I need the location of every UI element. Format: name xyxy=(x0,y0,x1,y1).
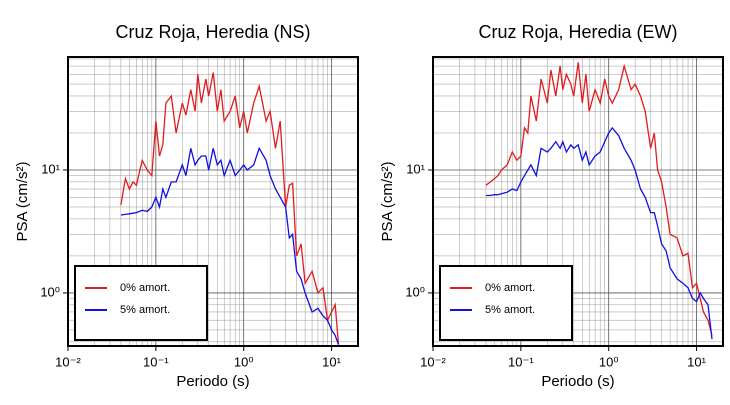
y-tick-label: 10¹ xyxy=(406,161,425,176)
x-tick-label: 10⁰ xyxy=(599,354,619,369)
y-tick-label: 10⁰ xyxy=(405,284,425,299)
x-axis-label: Periodo (s) xyxy=(541,373,614,390)
legend-label: 5% amort. xyxy=(485,304,535,316)
legend-label: 5% amort. xyxy=(120,304,170,316)
chart-title: Cruz Roja, Heredia (NS) xyxy=(115,22,310,42)
x-tick-label: 10⁰ xyxy=(234,354,254,369)
series-line xyxy=(120,72,340,345)
plot-frame xyxy=(67,56,359,347)
legend-label: 0% amort. xyxy=(120,282,170,294)
y-tick-label: 10⁰ xyxy=(40,284,60,299)
chart-title: Cruz Roja, Heredia (EW) xyxy=(478,22,677,42)
y-axis-label: PSA (cm/s²) xyxy=(379,161,396,241)
series-line xyxy=(120,146,340,345)
legend-box xyxy=(439,265,573,341)
x-tick-label: 10¹ xyxy=(687,354,706,369)
subplot: 10⁻² 10⁻¹ 10⁰ 10¹ 10⁰ 10¹ Cruz Roja, Heredia (… xyxy=(379,22,724,390)
y-axis-label: PSA (cm/s²) xyxy=(14,161,31,241)
plot-frame xyxy=(432,56,724,347)
series-line xyxy=(485,62,713,336)
legend-box xyxy=(74,265,208,341)
x-tick-label: 10⁻¹ xyxy=(143,354,169,369)
x-tick-label: 10⁻² xyxy=(55,354,81,369)
series-line xyxy=(485,126,713,340)
subplot: 10⁻² 10⁻¹ 10⁰ 10¹ 10⁰ 10¹ Cruz Roja, Heredia (… xyxy=(14,22,359,390)
x-tick-label: 10⁻¹ xyxy=(508,354,534,369)
x-tick-label: 10¹ xyxy=(322,354,341,369)
x-axis-label: Periodo (s) xyxy=(176,373,249,390)
legend-label: 0% amort. xyxy=(485,282,535,294)
y-tick-label: 10¹ xyxy=(41,161,60,176)
x-tick-label: 10⁻² xyxy=(420,354,446,369)
